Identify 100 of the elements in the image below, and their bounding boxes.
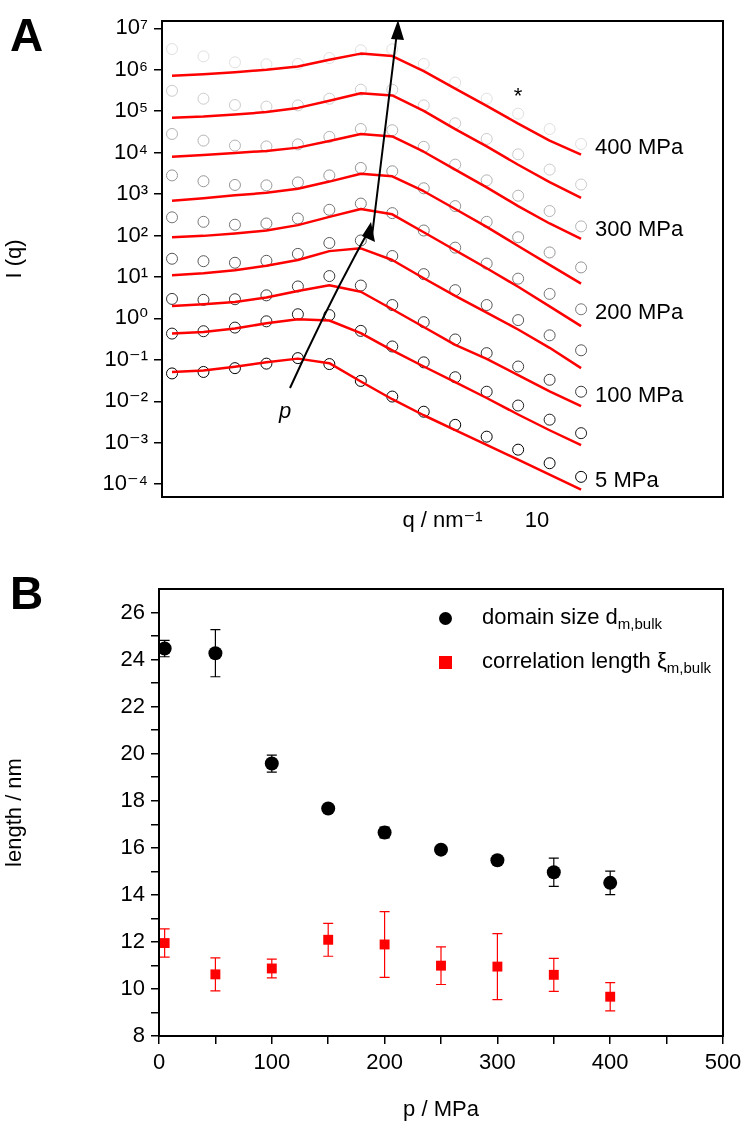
point: [354, 324, 367, 337]
point: [228, 139, 241, 152]
point: [260, 140, 273, 153]
y-tick-label: 12: [120, 927, 145, 953]
point: [575, 427, 588, 440]
point: [228, 256, 241, 269]
point: [386, 83, 399, 96]
y-tick-label: 10: [120, 975, 145, 1001]
point: [228, 178, 241, 191]
point: [166, 367, 179, 380]
legend-label: domain size d$_{m,bulk}$: [482, 604, 663, 633]
point: [543, 205, 556, 218]
y-tick-label: 10⁻¹: [104, 345, 148, 371]
point: [228, 293, 241, 306]
x-tick-label: 500: [704, 1049, 742, 1075]
point: [166, 327, 179, 340]
point: [228, 362, 241, 375]
point: [417, 182, 430, 195]
series-label: 300 MPa: [595, 216, 684, 242]
point: [480, 347, 493, 360]
point: [166, 43, 179, 56]
point: [575, 137, 588, 150]
point: [197, 50, 210, 63]
point: [260, 357, 273, 370]
point: [480, 257, 493, 270]
point: [291, 57, 304, 70]
point: [417, 268, 430, 281]
point: [323, 934, 334, 945]
point: [386, 390, 399, 403]
point: [354, 83, 367, 96]
point: [480, 430, 493, 443]
y-tick-label: 10⁻²: [104, 387, 148, 413]
y-tick-label: 8: [132, 1022, 145, 1048]
point: [603, 875, 618, 890]
point: [228, 56, 241, 69]
point: [575, 385, 588, 398]
point: [260, 289, 273, 302]
point: [512, 148, 525, 161]
y-axis-title: length / nm: [1, 758, 27, 867]
point: [449, 371, 462, 384]
point: [417, 140, 430, 153]
point: [449, 200, 462, 213]
point: [291, 352, 304, 365]
x-axis-title: q / nm⁻¹: [402, 506, 483, 532]
y-tick-label: 14: [120, 880, 145, 906]
point: [480, 299, 493, 312]
point: [210, 969, 221, 980]
point: [575, 261, 588, 274]
point: [354, 279, 367, 292]
x-tick-label: 400: [591, 1049, 629, 1075]
point: [354, 197, 367, 210]
y-tick-label: 10⁶: [114, 55, 148, 81]
point: [434, 842, 448, 857]
point: [386, 340, 399, 353]
point: [417, 405, 430, 418]
y-tick-label: 10⁻³: [104, 428, 148, 454]
point: [543, 329, 556, 342]
point: [512, 443, 525, 456]
point: [166, 292, 179, 305]
point: [197, 92, 210, 105]
point: [323, 236, 336, 249]
point: [492, 961, 503, 972]
point: [228, 218, 241, 231]
point: [386, 165, 399, 178]
point: [543, 287, 556, 300]
point: [291, 247, 304, 260]
point: [543, 123, 556, 136]
point: [417, 356, 430, 369]
y-tick-label: 10⁰: [114, 304, 149, 330]
point: [379, 939, 390, 950]
point: [417, 316, 430, 329]
y-tick-label: 10¹: [116, 263, 148, 289]
point: [228, 99, 241, 111]
point: [166, 84, 179, 97]
point: [543, 163, 556, 176]
point: [166, 211, 179, 224]
y-tick-label: 10⁵: [114, 97, 148, 123]
point: [480, 132, 493, 145]
point: [323, 52, 336, 65]
x-tick-label: 100: [253, 1049, 291, 1075]
point: [166, 252, 179, 265]
point: [291, 138, 304, 151]
point: [575, 344, 588, 357]
point: [575, 178, 588, 191]
y-tick-label: 10⁴: [114, 138, 148, 164]
point: [323, 169, 336, 182]
point: [260, 217, 273, 230]
point: [480, 215, 493, 228]
point: [323, 270, 336, 283]
point: [575, 220, 588, 233]
point: [321, 801, 336, 816]
point: [260, 179, 273, 192]
point: [480, 174, 493, 187]
point: [197, 215, 210, 228]
point: [354, 374, 367, 387]
point: [449, 76, 462, 89]
point: [166, 169, 179, 182]
point: [386, 43, 399, 56]
point: [480, 92, 493, 105]
point: [354, 122, 367, 135]
